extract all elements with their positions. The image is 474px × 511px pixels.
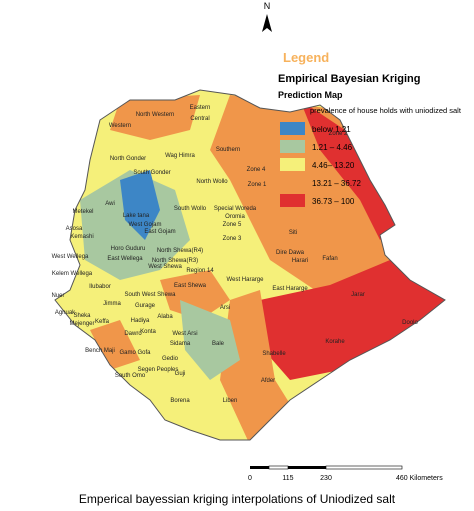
region-label: Special Woreda [214,206,257,212]
region-label: Zone 4 [247,167,266,173]
region-label: Alaba [157,314,173,320]
region-label: Jimma [103,301,121,307]
region-label: Shabelle [262,351,286,357]
scale-label: 115 [282,475,293,482]
legend-label: 4.46– 13.20 [312,161,355,170]
region-label: Oromia [225,214,245,220]
region-labels: Eastern North Western Central Western Zo… [51,105,418,404]
legend-label: 13.21 – 36.72 [312,179,361,188]
region-label: Konta [140,329,156,335]
legend-swatch [280,194,305,207]
legend-swatch [280,158,305,171]
region-label: Segen Peoples [138,367,179,373]
region-label: Liben [223,398,238,404]
region-label: Zone 1 [248,182,267,188]
region-label: Gurage [135,303,156,309]
legend: Legend Empirical Bayesian Kriging Predic… [278,50,462,207]
region-label: Zone 2 [329,131,348,137]
legend-swatch [280,140,305,153]
region-label: South Gonder [133,170,170,176]
region-label: Zone 5 [223,222,242,228]
region-label: Asosa [66,226,83,232]
region-label: North Gonder [110,156,146,162]
legend-variable: prevalence of house holds with uniodized… [310,106,462,115]
region-label: Wag Himra [165,153,195,159]
region-label: Horo Guduru [111,246,146,252]
region-label: Central [190,116,209,122]
region-label: North Wollo [196,179,228,185]
region-label: South Wollo [174,206,207,212]
region-label: Harari [292,258,308,264]
region-label: Mejenger [69,321,94,327]
region-label: East Gojam [144,229,175,235]
region-label: Region 14 [186,268,214,274]
region-label: Dawro [124,331,142,337]
region-label: Zone 3 [223,236,242,242]
legend-title: Empirical Bayesian Kriging [278,73,420,85]
region-label: West Shewa [148,264,182,270]
region-label: Guji [175,371,186,377]
region-label: Keffa [95,319,110,325]
region-label: West Hararge [227,277,265,283]
region-label: Borena [170,398,190,404]
scale-label: 0 [248,475,252,482]
region-label: East Shewa [174,283,207,289]
region-label: Sidama [170,341,191,347]
region-label: Metekel [72,209,93,215]
region-label: Agnuak [55,310,76,316]
region-label: North Shewa(R4) [157,248,203,254]
region-label: Doolo [402,320,418,326]
legend-label: below 1.21 [312,125,351,134]
legend-swatch [280,176,305,189]
region-label: Southern [216,147,240,153]
region-label: Gamo Gofa [119,350,151,356]
region-label: East Wellega [107,256,143,262]
legend-label: 1.21 – 4.46 [312,143,353,152]
region-label: West Gojam [129,222,162,228]
region-label: South West Shewa [125,292,177,298]
region-label: Western [109,123,131,129]
region-label: Nuer [51,293,64,299]
north-label: N [264,1,271,11]
north-arrow: N [262,1,272,32]
legend-subtitle: Prediction Map [278,90,343,100]
region-label: North Shewa(R3) [152,258,198,264]
caption: Emperical bayessian kriging interpolatio… [79,492,396,506]
region-label: Kelem Wellega [52,271,93,277]
region-label: Bench Maji [85,348,115,354]
region-label: Siti [289,230,297,236]
region-label: Gedio [162,356,179,362]
region-label: West Wellega [52,254,89,260]
region-label: Bale [212,341,225,347]
region-label: North Western [136,112,175,118]
region-label: Ilubabor [89,284,111,290]
legend-swatch [280,122,305,135]
region-label: Hadiya [131,318,150,324]
region-label: Awi [105,201,115,207]
region-label: Lake tana [123,213,150,219]
region-label: Afder [261,378,275,384]
region-label: Eastern [190,105,211,111]
region-label: Arsi [220,305,230,311]
region-label: East Hararge [272,286,308,292]
legend-heading: Legend [283,50,329,65]
legend-label: 36.73 – 100 [312,197,355,206]
region-label: Korahe [325,339,345,345]
scale-bar: 0 115 230 460 Kilometers [248,465,443,482]
region-label: Sheka [73,313,91,319]
scale-label: 460 Kilometers [396,475,443,482]
region-label: Fafan [322,256,337,262]
region-label: Dire Dawa [276,250,305,256]
scale-label: 230 [320,475,332,482]
region-label: South Omo [115,373,146,379]
region-label: West Arsi [172,331,197,337]
region-label: Jarar [351,292,365,298]
region-label: Kemashi [70,234,93,240]
